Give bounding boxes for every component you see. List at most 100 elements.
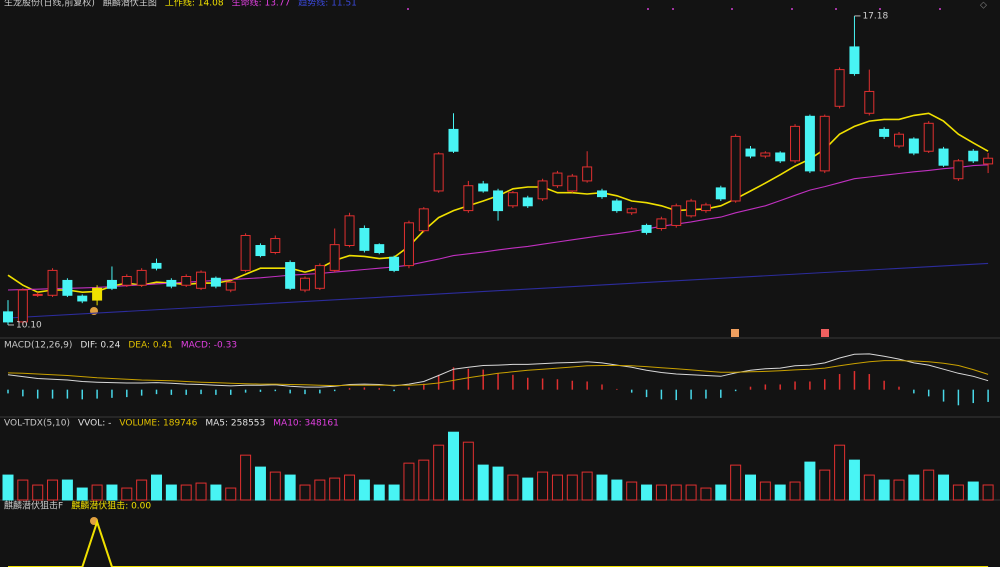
candle-body <box>92 287 103 301</box>
volume-bar <box>136 479 148 501</box>
candle-body <box>745 148 756 157</box>
candle-body <box>270 238 281 254</box>
candle-body <box>864 90 875 114</box>
volume-bar <box>745 474 756 501</box>
volume-bar <box>2 474 14 501</box>
volume-bar <box>967 481 979 501</box>
candle-body <box>790 125 801 162</box>
volume-bar <box>537 471 549 501</box>
candle-body <box>671 205 682 226</box>
annotation-text: 10.10 <box>16 320 42 330</box>
candle-body <box>3 311 13 323</box>
volume-bar <box>61 479 73 501</box>
volume-bar <box>225 487 237 501</box>
candle-body <box>47 269 58 296</box>
legend-text: 麒麟潜伏狙击F <box>4 500 63 512</box>
macd-line <box>7 360 989 387</box>
candle-body <box>582 166 593 182</box>
volume-bar <box>299 484 311 501</box>
candle-body <box>433 153 444 192</box>
candle-body <box>17 289 28 323</box>
volume-bar <box>551 474 563 501</box>
candle-body <box>106 279 117 289</box>
volume-bar <box>32 484 44 501</box>
volume-bar <box>448 431 459 501</box>
legend-text: MACD: -0.33 <box>181 341 237 351</box>
candle-body <box>968 150 979 162</box>
volume-bar <box>670 484 682 501</box>
candle-body <box>983 157 994 165</box>
volume-bar <box>477 464 489 501</box>
candle-body <box>626 208 637 214</box>
volume-bar <box>433 444 445 501</box>
candle-body <box>389 256 400 271</box>
candle-body <box>849 46 860 75</box>
volume-bar <box>373 484 385 501</box>
candle-body <box>166 279 177 287</box>
volume-bar <box>403 462 415 501</box>
volume-bar <box>462 441 474 501</box>
volume-bar <box>344 474 356 501</box>
volume-bar <box>804 461 816 501</box>
candle-body <box>700 204 711 212</box>
candle-body <box>656 218 667 229</box>
volume-bar <box>507 474 519 501</box>
candle-body <box>804 115 815 172</box>
candle-body <box>32 293 43 296</box>
legend-text: 工作线: 14.08 <box>165 0 224 9</box>
volume-bar <box>759 481 771 501</box>
volume-bar <box>774 484 786 501</box>
volume-bar <box>655 484 667 501</box>
candle-body <box>121 276 132 286</box>
candle-body <box>715 187 726 200</box>
legend-text: 趋势线: 11.51 <box>298 0 357 9</box>
volume-bar <box>492 466 504 501</box>
legend-text: 麒麟潜伏狙击: 0.00 <box>71 500 151 512</box>
candle-body <box>908 138 919 154</box>
volume-bar <box>106 484 118 501</box>
volume-bar <box>47 479 59 501</box>
candle-body <box>819 115 830 172</box>
toolbar-icon[interactable]: ◇ <box>980 1 987 11</box>
candle-body <box>314 265 325 289</box>
candle-body <box>285 262 296 289</box>
volume-bar <box>566 474 578 501</box>
candle-body <box>953 160 964 180</box>
legend-text: VOL-TDX(5,10) <box>4 419 70 429</box>
top-markers <box>407 8 941 10</box>
legend-text: VOLUME: 189746 <box>119 419 197 429</box>
signal-icon <box>821 329 829 337</box>
candle-body <box>136 269 147 286</box>
volume-bar <box>878 479 890 501</box>
candle-body <box>938 148 949 166</box>
candle-body <box>567 175 578 192</box>
volume-bar <box>358 479 370 501</box>
volume-bar <box>848 459 860 501</box>
legend-text: DIF: 0.24 <box>80 341 120 351</box>
candle-body <box>641 224 652 233</box>
volume-bar <box>685 484 697 501</box>
indicator-line <box>8 518 989 567</box>
candle-body <box>374 244 385 254</box>
volume-bar <box>819 469 831 501</box>
candle-body <box>300 277 310 291</box>
volume-bar <box>730 464 742 501</box>
volume-bar <box>952 484 964 501</box>
legend-text: 生命线: 13.77 <box>232 0 291 9</box>
volume-bar <box>611 479 623 501</box>
candle-body <box>597 190 607 198</box>
volume-bar <box>76 487 88 501</box>
candle-body <box>730 135 741 202</box>
volume-bar <box>626 481 638 501</box>
volume-bar <box>863 474 875 501</box>
annotation-text: 17.18 <box>862 11 888 21</box>
candle-body <box>760 152 771 157</box>
candle-body <box>255 245 266 257</box>
candle-body <box>522 197 533 207</box>
legend-text: 麒麟潜伏主图 <box>103 0 157 9</box>
candle-body <box>493 190 504 212</box>
candle-body <box>463 185 474 212</box>
candle-body <box>552 172 563 187</box>
